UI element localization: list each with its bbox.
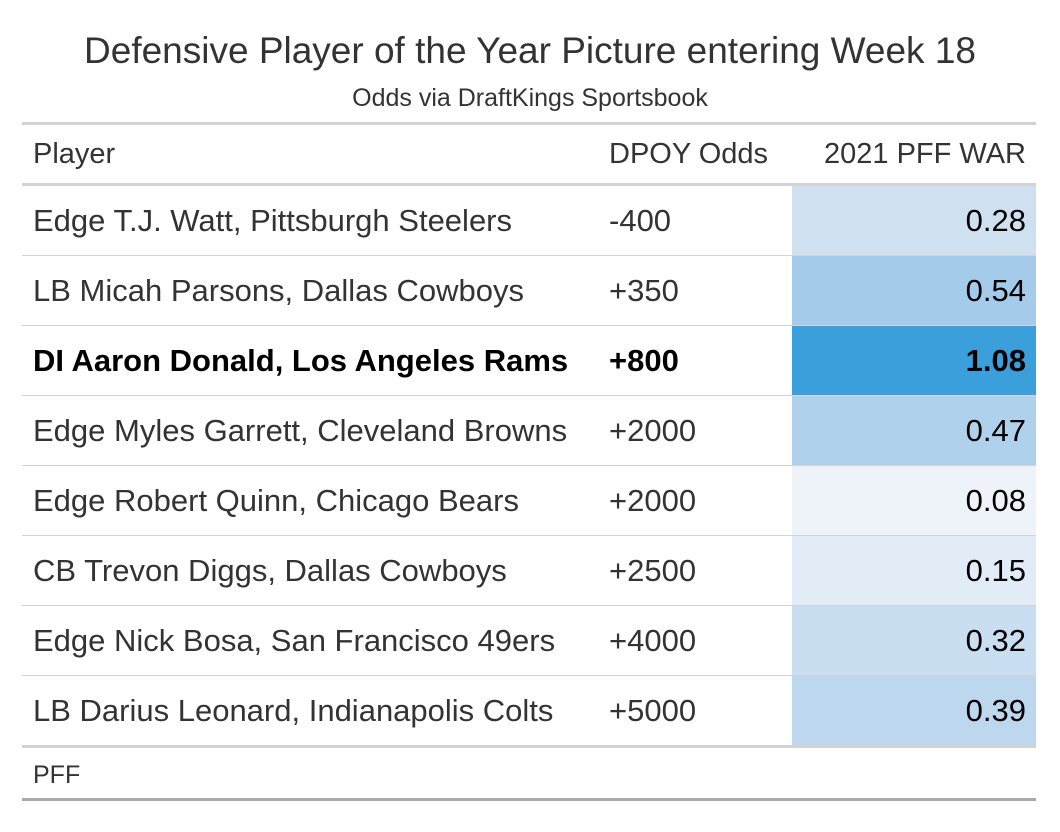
- odds-cell: +2000: [609, 413, 697, 448]
- player-cell: LB Micah Parsons, Dallas Cowboys: [33, 273, 525, 308]
- table-body: Edge T.J. Watt, Pittsburgh Steelers -400 0…: [22, 186, 1036, 745]
- war-heat-cell: 0.28: [792, 186, 1036, 255]
- table-subtitle: Odds via DraftKings Sportsbook: [352, 84, 708, 112]
- table-row: DI Aaron Donald, Los Angeles Rams +800 1.0…: [22, 326, 1036, 396]
- bottom-rule: [22, 745, 1036, 748]
- war-value: 0.15: [965, 553, 1026, 588]
- table-title: Defensive Player of the Year Picture ent…: [84, 30, 976, 71]
- odds-cell: +2000: [609, 483, 697, 518]
- player-cell: Edge Myles Garrett, Cleveland Browns: [33, 413, 568, 448]
- column-header-odds: DPOY Odds: [609, 138, 769, 170]
- table-row: LB Micah Parsons, Dallas Cowboys +350 0.54: [22, 256, 1036, 326]
- table-row: Edge Robert Quinn, Chicago Bears +2000 0.0…: [22, 466, 1036, 536]
- war-value: 0.54: [965, 273, 1026, 308]
- table-row: Edge Nick Bosa, San Francisco 49ers +4000…: [22, 606, 1036, 676]
- player-cell: Edge T.J. Watt, Pittsburgh Steelers: [33, 203, 513, 238]
- war-heat-cell: 0.15: [792, 536, 1036, 605]
- player-cell: DI Aaron Donald, Los Angeles Rams: [33, 343, 569, 378]
- table-row: Edge Myles Garrett, Cleveland Browns +200…: [22, 396, 1036, 466]
- odds-cell: +800: [609, 343, 679, 378]
- player-cell: CB Trevon Diggs, Dallas Cowboys: [33, 553, 507, 588]
- war-heat-cell: 0.39: [792, 676, 1036, 745]
- player-cell: Edge Robert Quinn, Chicago Bears: [33, 483, 519, 518]
- odds-cell: +4000: [609, 623, 697, 658]
- source-label: PFF: [33, 761, 81, 789]
- war-heat-cell: 0.54: [792, 256, 1036, 325]
- column-header-war: 2021 PFF WAR: [824, 138, 1026, 170]
- war-heat-cell: 0.08: [792, 466, 1036, 535]
- odds-cell: +5000: [609, 693, 697, 728]
- odds-table: Player DPOY Odds 2021 PFF WAR Edge T.J. …: [22, 122, 1036, 801]
- odds-cell: +350: [609, 273, 679, 308]
- war-value: 1.08: [965, 343, 1026, 378]
- war-heat-cell: 0.32: [792, 606, 1036, 675]
- war-heat-cell: 0.47: [792, 396, 1036, 465]
- column-header-player: Player: [33, 138, 116, 170]
- odds-cell: -400: [609, 203, 672, 238]
- war-heat-cell: 1.08: [792, 326, 1036, 395]
- table-row: LB Darius Leonard, Indianapolis Colts +50…: [22, 676, 1036, 745]
- header-row: Player DPOY Odds 2021 PFF WAR: [22, 125, 1036, 186]
- war-value: 0.08: [965, 483, 1026, 518]
- war-value: 0.47: [965, 413, 1026, 448]
- war-value: 0.28: [965, 203, 1026, 238]
- odds-cell: +2500: [609, 553, 697, 588]
- war-value: 0.39: [965, 693, 1026, 728]
- table-row: CB Trevon Diggs, Dallas Cowboys +2500 0.15: [22, 536, 1036, 606]
- top-rule: [22, 122, 1036, 125]
- player-cell: Edge Nick Bosa, San Francisco 49ers: [33, 623, 556, 658]
- table-row: Edge T.J. Watt, Pittsburgh Steelers -400 0…: [22, 186, 1036, 256]
- source-note: PFF: [22, 748, 1036, 801]
- player-cell: LB Darius Leonard, Indianapolis Colts: [33, 693, 554, 728]
- war-value: 0.32: [965, 623, 1026, 658]
